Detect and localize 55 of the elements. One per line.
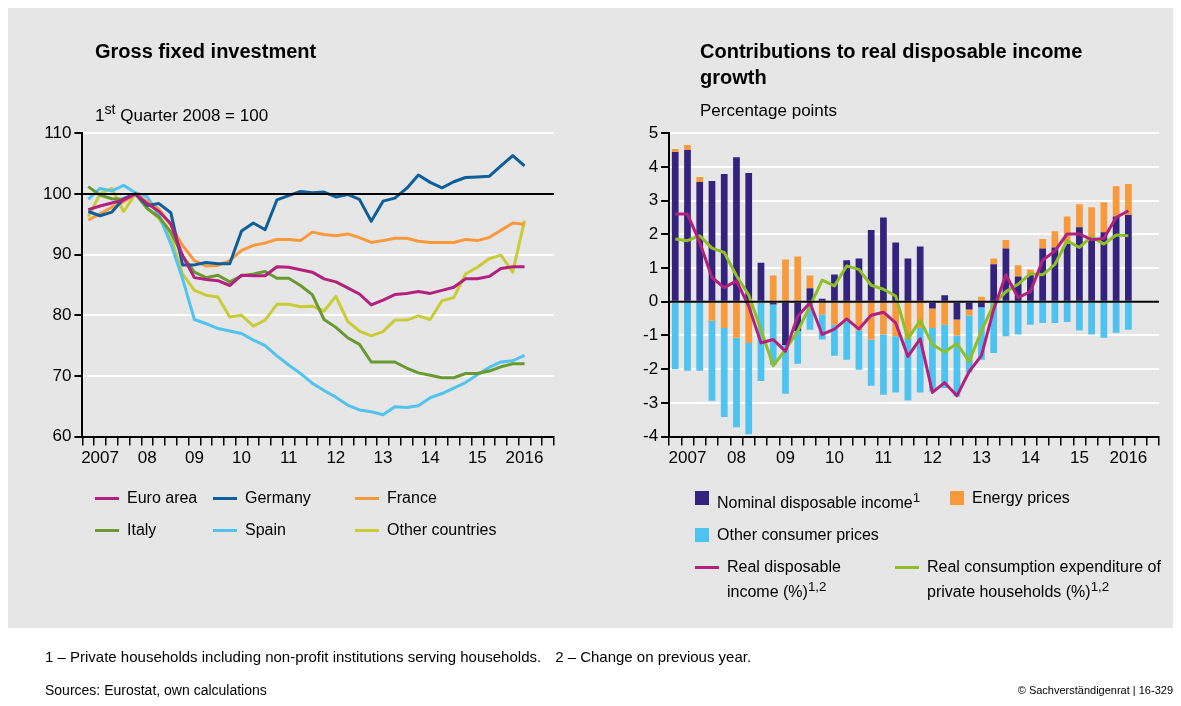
y-tick-label: 0 bbox=[648, 291, 659, 311]
y-tick-label: -1 bbox=[642, 325, 659, 345]
x-tick-label: 15 bbox=[467, 448, 487, 468]
y-tick-label: -3 bbox=[642, 392, 659, 412]
x-tick-label: 12 bbox=[922, 448, 942, 468]
legend-label: Energy prices bbox=[972, 488, 1070, 508]
y-tick-label: 90 bbox=[52, 244, 72, 264]
legend-label: Real disposable income (%)$^{1,2}$ bbox=[727, 557, 842, 603]
x-tick-label: 10 bbox=[232, 448, 251, 468]
x-tick-label: 10 bbox=[824, 448, 844, 468]
x-tick-label: 2016 bbox=[505, 448, 544, 468]
x-tick-label: 12 bbox=[326, 448, 346, 468]
y-tick-label: 4 bbox=[648, 156, 659, 176]
x-tick-label: 13 bbox=[373, 448, 393, 468]
x-tick-label: 08 bbox=[137, 448, 157, 468]
chart-subtitle: Percentage points bbox=[700, 101, 838, 121]
x-tick-label: 2007 bbox=[668, 448, 707, 468]
y-tick-label: 5 bbox=[648, 122, 659, 142]
legend-label: Other consumer prices bbox=[717, 525, 879, 546]
y-tick-label: 80 bbox=[52, 304, 72, 324]
y-tick-label: 3 bbox=[648, 190, 659, 210]
legend-label: Italy bbox=[127, 520, 157, 540]
y-tick-label: 100 bbox=[42, 183, 72, 203]
text: 2 – Change on previous year. bbox=[555, 648, 752, 665]
legend-label: Euro area bbox=[127, 488, 198, 508]
text: 1 – Private households including non-profit institutions serving households. bbox=[45, 648, 542, 665]
chart-title: Gross fixed investment bbox=[95, 39, 318, 64]
text: © Sachverständigenrat | 16-329 bbox=[1017, 684, 1173, 696]
x-tick-label: 09 bbox=[776, 448, 795, 468]
legend-label: Nominal disposable income$^{1}$ bbox=[717, 489, 921, 514]
chart-subtitle: 1$^{st}$ Quarter 2008 = 100 bbox=[95, 101, 269, 126]
legend-label: Other countries bbox=[387, 520, 497, 540]
x-tick-label: 14 bbox=[1020, 448, 1040, 468]
x-tick-label: 11 bbox=[279, 448, 298, 468]
x-tick-label: 15 bbox=[1069, 448, 1089, 468]
y-tick-label: -4 bbox=[642, 426, 659, 446]
y-tick-label: 60 bbox=[52, 426, 72, 446]
y-tick-label: 2 bbox=[648, 224, 659, 244]
source-note: Sources: Eurostat, own calculations bbox=[45, 682, 267, 698]
x-tick-label: 2016 bbox=[1109, 448, 1148, 468]
x-tick-label: 11 bbox=[874, 448, 893, 468]
x-tick-label: 2007 bbox=[81, 448, 119, 468]
y-tick-label: 1 bbox=[648, 257, 659, 277]
legend-label: Real consumption expenditure of private households (%)$^{1,2}$ bbox=[927, 557, 1162, 603]
chart-title: Contributions to real disposable income growth bbox=[700, 39, 1084, 90]
x-tick-label: 08 bbox=[727, 448, 746, 468]
x-tick-label: 13 bbox=[971, 448, 991, 468]
legend-label: France bbox=[387, 488, 437, 508]
legend-label: Germany bbox=[245, 488, 311, 508]
y-tick-label: 110 bbox=[44, 122, 72, 142]
y-tick-label: -2 bbox=[642, 358, 659, 378]
legend-label: Spain bbox=[245, 520, 286, 540]
x-tick-label: 09 bbox=[184, 448, 204, 468]
y-tick-label: 70 bbox=[52, 365, 72, 385]
x-tick-label: 14 bbox=[420, 448, 440, 468]
